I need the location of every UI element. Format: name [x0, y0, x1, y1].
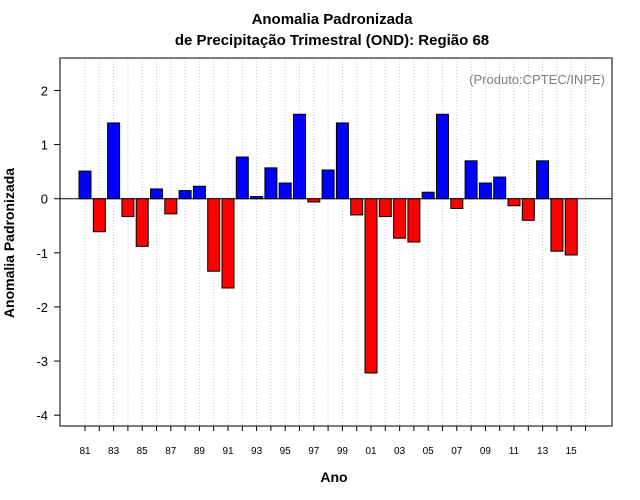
bar-82 [92, 198, 106, 233]
bar-92 [235, 156, 249, 200]
x-axis: 81 83 85 87 89 91 93 95 97 99 01 03 05 07 09 11 13 15 [79, 426, 586, 457]
bar-96 [293, 113, 306, 200]
bar-98 [321, 169, 335, 200]
x-tick-label: 83 [108, 446, 120, 457]
bar-94 [264, 167, 278, 200]
bar-87 [164, 198, 178, 215]
bar-89 [192, 185, 206, 200]
bar-88 [178, 190, 192, 200]
x-tick-label: 11 [509, 446, 520, 457]
y-tick-label: 1 [41, 138, 48, 153]
x-tick-label: 15 [566, 446, 578, 457]
bar-95 [278, 182, 292, 200]
x-tick-label: 91 [222, 446, 234, 457]
x-tick-label: 87 [165, 446, 177, 457]
bar-84 [121, 198, 135, 218]
bar-93 [250, 196, 264, 200]
bar-13 [536, 160, 550, 200]
x-tick-label: 13 [537, 446, 549, 457]
gridlines [84, 58, 586, 426]
bar-90 [207, 198, 221, 272]
bar-02 [378, 198, 392, 218]
bar-14 [550, 198, 564, 252]
bar-85 [135, 198, 149, 247]
x-tick-label: 93 [251, 446, 263, 457]
x-tick-label: 89 [194, 446, 206, 457]
bar-06 [436, 113, 449, 200]
bar-97 [307, 198, 321, 203]
y-axis: -4 -3 -2 -1 0 1 2 [36, 83, 60, 423]
bar-01 [364, 198, 378, 374]
bar-12 [521, 198, 535, 221]
y-tick-label: -3 [36, 354, 48, 369]
bar-11 [507, 198, 521, 207]
x-tick-label: 05 [423, 446, 435, 457]
bar-91 [221, 198, 235, 289]
x-tick-label: 01 [365, 446, 377, 457]
bar-10 [493, 176, 507, 200]
chart-title-line-2: de Precipitação Trimestral (OND): Região… [175, 32, 489, 49]
bar-00 [350, 198, 364, 216]
x-tick-label: 03 [394, 446, 406, 457]
bar-81 [78, 170, 92, 200]
x-tick-label: 09 [480, 446, 492, 457]
x-tick-label: 97 [308, 446, 320, 457]
x-tick-label: 99 [337, 446, 349, 457]
bar-09 [478, 182, 492, 200]
bar-07 [450, 198, 464, 209]
y-tick-label: 0 [41, 192, 48, 207]
y-tick-label: 2 [41, 83, 48, 98]
y-tick-label: -4 [36, 408, 48, 423]
bars [78, 113, 578, 374]
bar-15 [564, 198, 578, 256]
bar-83 [107, 122, 121, 200]
y-axis-title: Anomalia Padronizada [1, 168, 17, 318]
bar-99 [335, 122, 349, 200]
bar-86 [150, 188, 163, 200]
x-axis-title: Ano [320, 469, 347, 485]
y-tick-label: -2 [36, 300, 48, 315]
y-tick-label: -1 [36, 246, 48, 261]
bar-05 [421, 191, 435, 200]
x-tick-label: 81 [79, 446, 91, 457]
bar-04 [407, 198, 421, 243]
plot-area [59, 57, 613, 427]
x-tick-label: 95 [280, 446, 292, 457]
x-tick-label: 07 [451, 446, 463, 457]
x-tick-label: 85 [137, 446, 149, 457]
bar-03 [393, 198, 407, 239]
chart-title-line-1: Anomalia Padronizada [252, 11, 414, 28]
bar-08 [464, 160, 478, 200]
credit-label: (Produto:CPTEC/INPE) [469, 72, 605, 87]
